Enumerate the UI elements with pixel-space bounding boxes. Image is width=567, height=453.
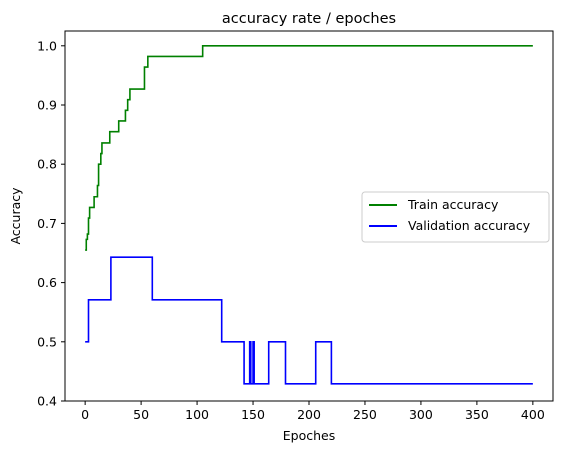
y-tick-label: 0.5 [37,334,57,349]
series-line-validation-accuracy [85,256,533,385]
plot-area [85,44,533,385]
legend-label-validation: Validation accuracy [408,218,531,233]
x-tick-label: 100 [185,407,209,422]
legend-label-train: Train accuracy [407,197,499,212]
y-tick-label: 0.7 [37,216,57,231]
y-axis-label: Accuracy [8,187,23,245]
legend: Train accuracy Validation accuracy [361,191,550,243]
series-line-train-accuracy [85,44,533,251]
x-axis-label: Epoches [283,428,335,443]
x-tick-label: 350 [465,407,489,422]
x-tick-label: 300 [409,407,433,422]
x-tick-label: 400 [521,407,545,422]
y-tick-label: 0.4 [37,394,57,409]
chart-title: accuracy rate / epoches [222,11,396,27]
y-tick-label: 1.0 [37,38,57,53]
x-tick-label: 200 [297,407,321,422]
x-axis: 0 50 100 150 200 250 300 350 400 [81,401,545,422]
y-tick-label: 0.8 [37,157,57,172]
y-tick-label: 0.6 [37,275,57,290]
x-tick-label: 0 [81,407,89,422]
y-axis: 0.4 0.5 0.6 0.7 0.8 0.9 1.0 [37,38,65,409]
legend-frame [361,191,550,243]
x-tick-label: 50 [133,407,149,422]
x-tick-label: 250 [353,407,377,422]
y-tick-label: 0.9 [37,98,57,113]
x-tick-label: 150 [241,407,265,422]
